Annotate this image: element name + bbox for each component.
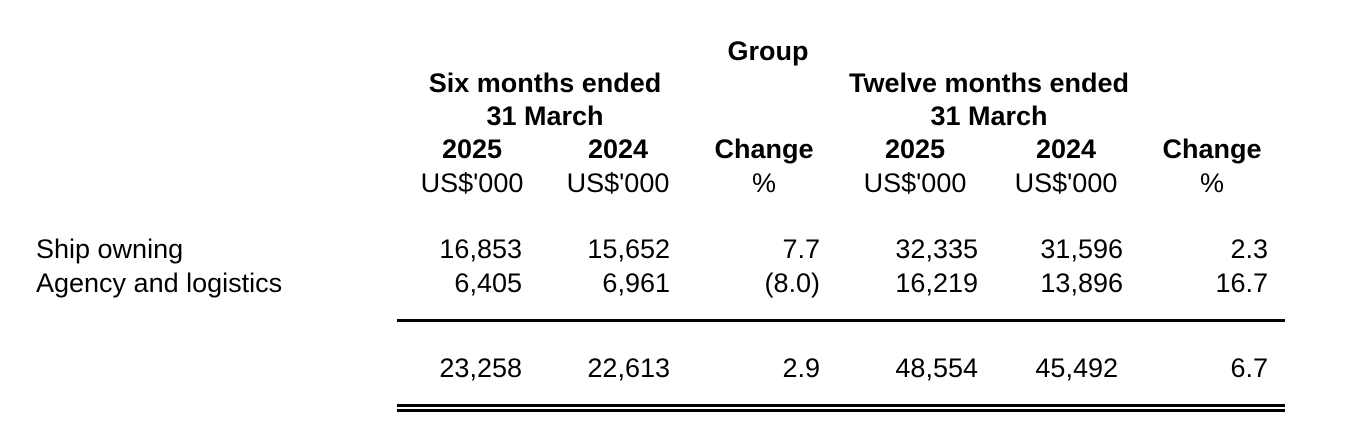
col-unit-twelve-2025: US$'000 [863, 168, 967, 198]
col-header-twelve-change: Change [1162, 134, 1262, 164]
col-unit-twelve-change: % [1199, 168, 1224, 198]
cell-agency-twelve-change: 16.7 [1215, 268, 1268, 298]
col-header-six-change: Change [714, 134, 814, 164]
col-header-six-2024: 2024 [587, 134, 649, 164]
col-header-twelve-2025: 2025 [884, 134, 946, 164]
total-twelve-2025: 48,554 [895, 353, 978, 383]
total-double-rule-top [397, 404, 1285, 407]
total-twelve-2024: 45,492 [1035, 353, 1118, 383]
cell-ship-six-change: 7.7 [782, 234, 820, 264]
col-header-six-2025: 2025 [441, 134, 503, 164]
group-heading: Group [727, 36, 809, 66]
total-double-rule-bottom [397, 409, 1285, 412]
cell-ship-six-2024: 15,652 [587, 234, 670, 264]
row-label-ship-owning: Ship owning [36, 234, 184, 264]
col-unit-six-change: % [751, 168, 776, 198]
twelve-months-heading: Twelve months ended [848, 68, 1130, 98]
six-months-heading: Six months ended [428, 68, 662, 98]
subtotal-rule [397, 319, 1285, 322]
total-six-2025: 23,258 [439, 353, 522, 383]
cell-agency-six-change: (8.0) [764, 268, 820, 298]
total-six-2024: 22,613 [587, 353, 670, 383]
col-unit-six-2025: US$'000 [420, 168, 524, 198]
cell-agency-six-2024: 6,961 [602, 268, 670, 298]
total-six-change: 2.9 [782, 353, 820, 383]
cell-ship-twelve-2025: 32,335 [895, 234, 978, 264]
cell-ship-twelve-2024: 31,596 [1040, 234, 1123, 264]
col-unit-twelve-2024: US$'000 [1014, 168, 1118, 198]
col-header-twelve-2024: 2024 [1035, 134, 1097, 164]
total-twelve-change: 6.7 [1230, 353, 1268, 383]
twelve-months-date: 31 March [930, 101, 1048, 131]
cell-ship-six-2025: 16,853 [439, 234, 522, 264]
cell-ship-twelve-change: 2.3 [1230, 234, 1268, 264]
cell-agency-twelve-2024: 13,896 [1040, 268, 1123, 298]
col-unit-six-2024: US$'000 [566, 168, 670, 198]
cell-agency-twelve-2025: 16,219 [895, 268, 978, 298]
row-label-agency-logistics: Agency and logistics [36, 268, 283, 298]
cell-agency-six-2025: 6,405 [454, 268, 522, 298]
six-months-date: 31 March [486, 101, 604, 131]
